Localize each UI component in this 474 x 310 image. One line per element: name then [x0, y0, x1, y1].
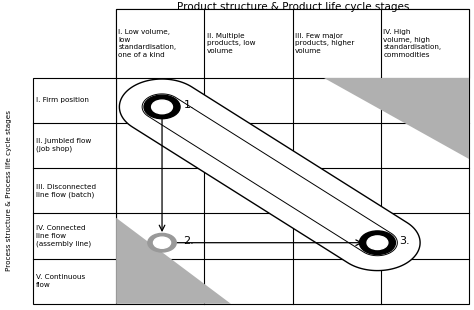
Circle shape [148, 233, 176, 252]
Text: I. Firm position: I. Firm position [36, 97, 89, 103]
Circle shape [152, 100, 173, 114]
Text: IV. High
volume, high
standardisation,
commodities: IV. High volume, high standardisation, c… [383, 29, 441, 58]
Circle shape [367, 236, 388, 250]
Bar [33, 78, 116, 304]
Text: 2.: 2. [183, 236, 194, 246]
Text: III. Few major
products, higher
volume: III. Few major products, higher volume [295, 33, 355, 54]
Text: II. Multiple
products, low
volume: II. Multiple products, low volume [207, 33, 255, 54]
Polygon shape [119, 79, 420, 271]
Text: I. Low volume,
low
standardisation,
one of a kind: I. Low volume, low standardisation, one … [118, 29, 177, 58]
Circle shape [144, 95, 180, 119]
Bar [116, 9, 469, 78]
Text: Product structure & Product life cycle stages: Product structure & Product life cycle s… [176, 2, 409, 11]
Text: V. Continuous
flow: V. Continuous flow [36, 274, 85, 288]
Text: 1.: 1. [183, 100, 194, 110]
Text: 3.: 3. [399, 236, 410, 246]
Text: III. Disconnected
line flow (batch): III. Disconnected line flow (batch) [36, 184, 96, 198]
Circle shape [359, 231, 395, 255]
Text: IV. Connected
line flow
(assembly line): IV. Connected line flow (assembly line) [36, 225, 91, 247]
Bar [116, 9, 469, 304]
Text: II. Jumbled flow
(job shop): II. Jumbled flow (job shop) [36, 138, 91, 153]
Polygon shape [324, 78, 469, 159]
Polygon shape [142, 94, 397, 256]
Polygon shape [116, 218, 231, 304]
Text: Process structure & Process life cycle stages: Process structure & Process life cycle s… [6, 110, 11, 271]
Circle shape [154, 237, 171, 248]
